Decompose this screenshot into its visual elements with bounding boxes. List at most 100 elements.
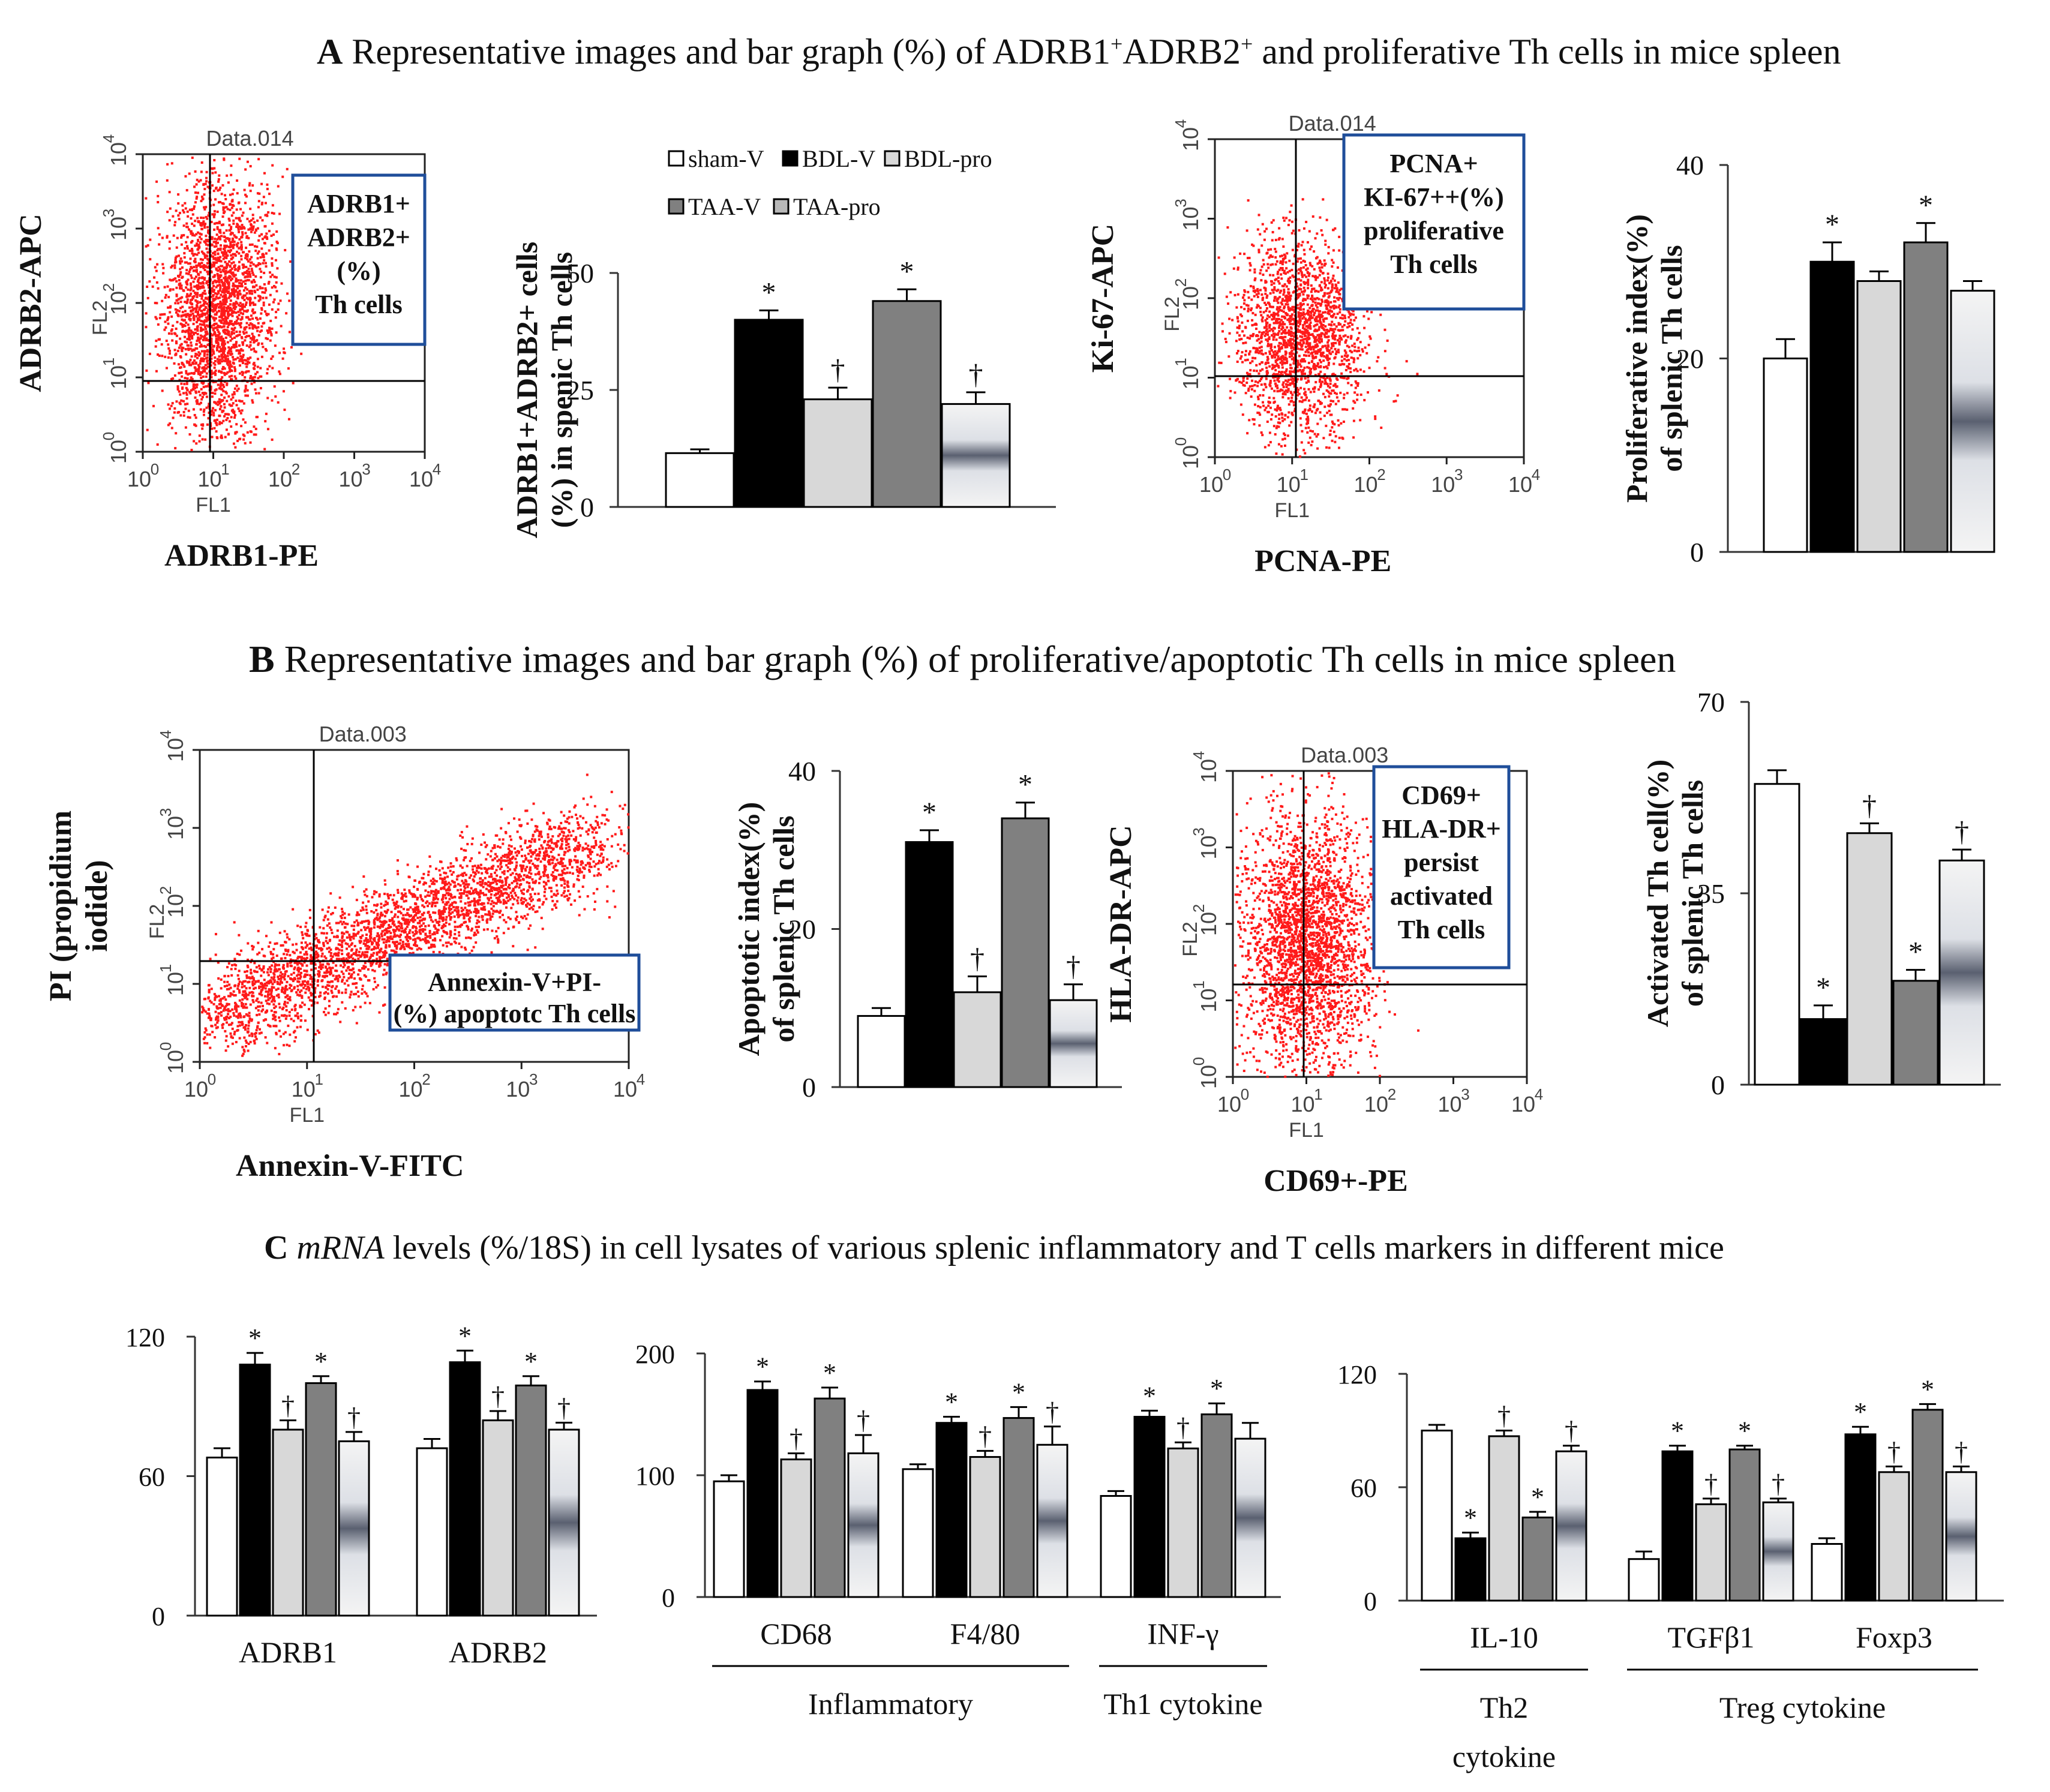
fb2-x-exp: 3 bbox=[1461, 1085, 1469, 1103]
cc2-group-label: F4/80 bbox=[950, 1617, 1021, 1650]
ca2-y-tick-label: 40 bbox=[1676, 150, 1704, 181]
fb1-x-exp: 2 bbox=[422, 1070, 430, 1088]
legend-swatch-bdl-pro bbox=[884, 150, 901, 167]
fb2-events bbox=[1234, 772, 1443, 1078]
fa2-gate-text: PCNA+ bbox=[1389, 149, 1478, 178]
section-a-title: A Representative images and bar graph (%… bbox=[317, 31, 1841, 73]
fb1-x-exp: 3 bbox=[529, 1070, 538, 1088]
cc3-bar-TGFβ1-sham-v bbox=[1628, 1558, 1660, 1602]
cc2-bar-INF-γ-taa-pro bbox=[1234, 1437, 1266, 1598]
fa1-events bbox=[145, 156, 321, 452]
ca2-bar-taa-v bbox=[1903, 241, 1949, 553]
cb2-sig-mark: * bbox=[1908, 936, 1923, 968]
fb2-x-exp: 1 bbox=[1314, 1085, 1322, 1103]
cc1-sig-mark: † bbox=[347, 1403, 361, 1432]
ca1-sig-mark: * bbox=[900, 256, 914, 287]
cc3-bracket-label: cytokine bbox=[1452, 1740, 1556, 1773]
fb2-x-label: CD69+-PE bbox=[1263, 1164, 1408, 1198]
cc1-bar-ADRB1-sham-v bbox=[206, 1457, 238, 1617]
fa2-x-decade: 10 bbox=[1431, 472, 1455, 497]
cb2-y-label-1: Activated Th cell(%) bbox=[1641, 760, 1674, 1027]
cc3-sig-mark: † bbox=[1704, 1469, 1718, 1499]
cc1-group-label: ADRB2 bbox=[449, 1635, 547, 1669]
cc1-bar-ADRB1-bdl-v bbox=[239, 1364, 271, 1617]
cb1-y-label-2: of splenic Th cells bbox=[767, 815, 800, 1042]
fb1-y-exp: 0 bbox=[157, 1042, 175, 1050]
section-c-italic: mRNA bbox=[296, 1229, 385, 1266]
cb2-bar-bdl-pro bbox=[1846, 832, 1893, 1086]
cc2-bar-F4/80-taa-v bbox=[1003, 1417, 1035, 1598]
fa2-x-decade: 10 bbox=[1353, 472, 1377, 497]
fb2-y-exp: 2 bbox=[1190, 904, 1208, 912]
fb1-gate-text: Annexin-V+PI- bbox=[428, 967, 601, 996]
cb2-sig-mark: † bbox=[1955, 816, 1969, 848]
fa2-x-decade: 10 bbox=[1277, 472, 1301, 497]
cb1-y-label-1: Apoptotic index(%) bbox=[732, 802, 766, 1056]
cc1-bar-ADRB1-bdl-pro bbox=[272, 1428, 304, 1617]
ca2-y-tick-label: 20 bbox=[1676, 344, 1704, 374]
ca2-bar-sham-v bbox=[1763, 358, 1808, 553]
fb2-x-decade: 10 bbox=[1217, 1092, 1241, 1116]
section-c-title: C mRNA levels (%/18S) in cell lysates of… bbox=[264, 1229, 1724, 1267]
cb2-bar-taa-pro bbox=[1938, 859, 1985, 1086]
cc2-sig-mark: † bbox=[1176, 1413, 1190, 1442]
cc3-sig-mark: † bbox=[1565, 1416, 1578, 1446]
ca2-y-label-2: of splenic Th cells bbox=[1655, 245, 1688, 472]
cc1-bar-ADRB1-taa-pro bbox=[338, 1440, 370, 1617]
section-a-post: and proliferative Th cells in mice splee… bbox=[1253, 32, 1841, 71]
cc2-sig-mark: * bbox=[756, 1352, 769, 1382]
cc2-bar-INF-γ-bdl-v bbox=[1133, 1416, 1166, 1598]
ca1-y-label-2: (%) in spenic Th cells bbox=[545, 252, 578, 528]
fa1-gate-text: (%) bbox=[337, 256, 380, 286]
ca1-sig-mark: * bbox=[762, 277, 776, 308]
fa2-fl-x: FL1 bbox=[1274, 499, 1310, 522]
cc2-y-tick-label: 0 bbox=[662, 1583, 675, 1613]
cb1-bar-taa-pro bbox=[1049, 999, 1098, 1088]
cb1-y-tick-label: 20 bbox=[788, 914, 816, 945]
fa1-file-name: Data.014 bbox=[206, 126, 294, 151]
fb1-y-decade: 10 bbox=[163, 894, 188, 918]
fa2-y-decade: 10 bbox=[1178, 127, 1203, 151]
ca2-sig-mark: * bbox=[1919, 190, 1933, 221]
cb2-y-tick-label: 0 bbox=[1711, 1070, 1725, 1100]
cc2-sig-mark: † bbox=[979, 1421, 992, 1451]
fb1-y-label-2: iodide) bbox=[80, 860, 114, 951]
cc2-sig-mark: * bbox=[1210, 1374, 1223, 1403]
section-c-letter: C bbox=[264, 1229, 289, 1266]
fa2-x-exp: 3 bbox=[1454, 466, 1463, 484]
fa1-y-exp: 2 bbox=[100, 283, 118, 292]
ca1-sig-mark: † bbox=[969, 359, 983, 391]
fa2-y-exp: 2 bbox=[1172, 278, 1190, 287]
cc3-group-label: TGFβ1 bbox=[1668, 1620, 1755, 1654]
cc3-bar-TGFβ1-bdl-pro bbox=[1695, 1503, 1727, 1602]
legend-swatch-bdl-v bbox=[782, 150, 799, 167]
cc3-bar-Foxp3-bdl-pro bbox=[1878, 1471, 1910, 1602]
fb2-y-exp: 3 bbox=[1190, 827, 1208, 836]
cb1-y-tick-label: 40 bbox=[788, 756, 816, 787]
cc3-bar-IL-10-bdl-pro bbox=[1488, 1435, 1520, 1602]
cc3-bracket-label: Treg cytokine bbox=[1719, 1691, 1886, 1724]
cc3-group-label: IL-10 bbox=[1470, 1620, 1538, 1654]
cc2-sig-mark: † bbox=[857, 1406, 870, 1435]
fb2-x-exp: 0 bbox=[1241, 1085, 1249, 1103]
fa1-x-exp: 3 bbox=[362, 460, 370, 478]
fa1-y-decade: 10 bbox=[106, 365, 131, 389]
cb2-sig-mark: * bbox=[1816, 972, 1830, 1004]
fa2-fl-y: FL2 bbox=[1161, 296, 1184, 332]
fb1-y-exp: 1 bbox=[157, 964, 175, 972]
ca1-bar-bdl-v bbox=[734, 319, 804, 508]
fa1-x-label: ADRB1-PE bbox=[164, 539, 319, 573]
cb1-y-tick-label: 0 bbox=[802, 1072, 816, 1103]
cc2-bar-INF-γ-sham-v bbox=[1100, 1495, 1132, 1598]
cc2-bar-F4/80-sham-v bbox=[902, 1468, 934, 1598]
cc2-sig-mark: * bbox=[1143, 1381, 1156, 1410]
fb2-x-exp: 2 bbox=[1388, 1085, 1396, 1103]
cc1-sig-mark: * bbox=[248, 1323, 262, 1353]
section-b-title: B Representative images and bar graph (%… bbox=[249, 637, 1676, 682]
fb1-y-exp: 2 bbox=[157, 886, 175, 895]
cc2-bar-CD68-bdl-v bbox=[746, 1389, 779, 1598]
cc3-y-tick-label: 0 bbox=[1364, 1587, 1377, 1616]
fa2-x-decade: 10 bbox=[1199, 472, 1223, 497]
fb1-y-label-1: PI (propidium bbox=[44, 811, 78, 1001]
